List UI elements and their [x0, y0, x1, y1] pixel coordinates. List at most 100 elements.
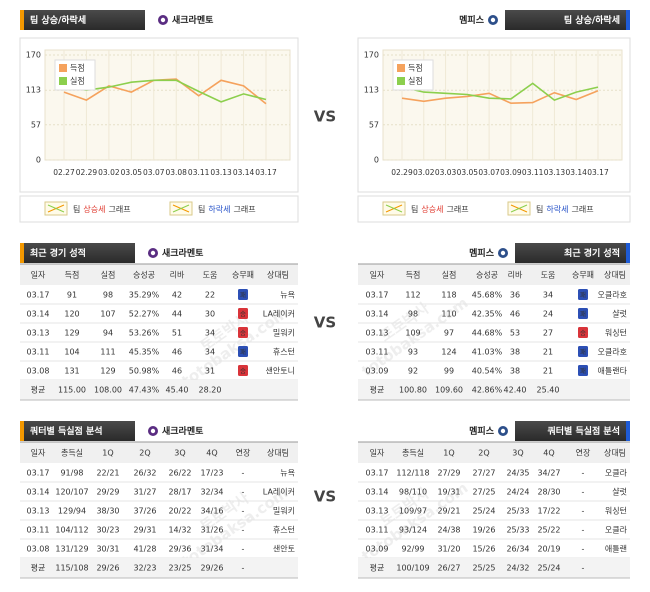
- average-cell: 26/27: [437, 564, 460, 573]
- logo-shape: [500, 428, 506, 434]
- result-label: 승: [240, 329, 246, 337]
- cell: 30: [205, 310, 215, 319]
- cell: 03.11: [366, 348, 389, 357]
- x-tick-label: 03.13: [210, 168, 232, 177]
- logo-shape: [150, 250, 156, 256]
- header-title: 최근 경기 성적: [564, 247, 620, 259]
- legend-swatch: [59, 77, 67, 85]
- x-tick-label: 03.09: [500, 168, 522, 177]
- x-tick-label: 03.11: [188, 168, 210, 177]
- average-cell: 25/25: [472, 564, 495, 573]
- result-icon: [578, 365, 588, 376]
- cell: 92/99: [401, 545, 424, 554]
- cell: 34/27: [537, 469, 560, 478]
- cell: 31/20: [437, 545, 460, 554]
- header-bar: [515, 421, 630, 441]
- cell: 27/29: [437, 469, 460, 478]
- opponent: 휴스턴: [273, 347, 295, 357]
- column-header: 일자: [370, 449, 385, 458]
- x-tick-label: 03.11: [522, 168, 544, 177]
- x-tick-label: 03.17: [587, 168, 609, 177]
- cell: 19/31: [437, 488, 460, 497]
- header-accent: [20, 243, 24, 263]
- column-header: 연장: [576, 448, 591, 458]
- cell: 03.09: [366, 367, 389, 376]
- result-label: 패: [580, 290, 586, 299]
- legend-icon-line: [510, 204, 528, 213]
- cell: 46: [510, 310, 520, 319]
- column-header: 3Q: [174, 449, 185, 458]
- cell: 97: [444, 329, 454, 338]
- cell: 24/24: [506, 488, 529, 497]
- column-header: 4Q: [543, 449, 554, 458]
- legend-icon-line: [47, 204, 65, 213]
- result-icon: [238, 365, 248, 376]
- cell: 37/26: [133, 507, 156, 516]
- column-header: 총득실: [402, 448, 424, 458]
- cell: 26/22: [168, 469, 191, 478]
- cell: 15/26: [472, 545, 495, 554]
- line-series: [401, 82, 599, 102]
- average-cell: -: [582, 564, 585, 573]
- legend-word: 상승세: [421, 204, 443, 214]
- x-tick-label: 02.29: [76, 168, 98, 177]
- cell: 24: [543, 310, 553, 319]
- cell: 120/107: [55, 488, 88, 497]
- x-tick-label: 03.14: [233, 168, 255, 177]
- x-tick-label: 02.27: [53, 168, 75, 177]
- opponent: 오클라: [605, 469, 628, 478]
- cell: -: [242, 526, 245, 535]
- cell: 38/30: [96, 507, 119, 516]
- y-tick-label: 170: [364, 51, 379, 60]
- average-cell: 29/26: [96, 564, 119, 573]
- cell: 03.14: [366, 310, 389, 319]
- opponent: 뉴욕: [280, 469, 295, 478]
- cell: 98: [408, 310, 418, 319]
- cell: -: [242, 488, 245, 497]
- legend-prefix: 팀: [536, 204, 543, 214]
- cell: 22/21: [96, 469, 119, 478]
- legend-suffix: 그래프: [108, 205, 130, 214]
- legend-label: 실점: [408, 76, 423, 86]
- average-cell: 평균: [31, 563, 46, 573]
- cell: 32/34: [200, 488, 223, 497]
- cell: -: [242, 545, 245, 554]
- opponent: 휴스턴: [273, 525, 295, 535]
- header-bar: [20, 10, 145, 30]
- average-cell: 42.40: [504, 386, 527, 395]
- legend-word: 하락세: [546, 204, 568, 214]
- opponent: 샌안토니: [266, 366, 295, 376]
- cell: 14/32: [168, 526, 191, 535]
- cell: 131: [64, 367, 79, 376]
- cell: -: [242, 469, 245, 478]
- x-tick-label: 03.13: [544, 168, 566, 177]
- team-logo: [488, 15, 498, 25]
- opponent: 워싱턴: [605, 328, 627, 338]
- cell: 112: [405, 291, 420, 300]
- cell: 25/24: [472, 507, 495, 516]
- cell: 34/16: [200, 507, 223, 516]
- legend-suffix: 그래프: [233, 205, 255, 214]
- cell: 38: [510, 348, 520, 357]
- logo-shape: [500, 250, 506, 256]
- result-label: 패: [240, 290, 246, 299]
- average-cell: 115.00: [58, 386, 86, 395]
- average-cell: 평균: [31, 385, 46, 395]
- column-header: 도움: [203, 271, 218, 280]
- cell: 03.17: [366, 469, 389, 478]
- cell: 03.13: [366, 329, 389, 338]
- y-tick-label: 0: [374, 156, 379, 165]
- cell: 03.08: [27, 545, 50, 554]
- result-label: 패: [580, 347, 586, 356]
- x-tick-label: 03.05: [457, 168, 479, 177]
- cell: 35.29%: [129, 291, 160, 300]
- cell: 03.14: [27, 310, 50, 319]
- cell: 42: [172, 291, 182, 300]
- cell: 31/27: [133, 488, 156, 497]
- column-header: 리바: [508, 270, 523, 280]
- cell: 30/31: [96, 545, 119, 554]
- cell: 104/112: [55, 526, 88, 535]
- cell: 41.03%: [472, 348, 503, 357]
